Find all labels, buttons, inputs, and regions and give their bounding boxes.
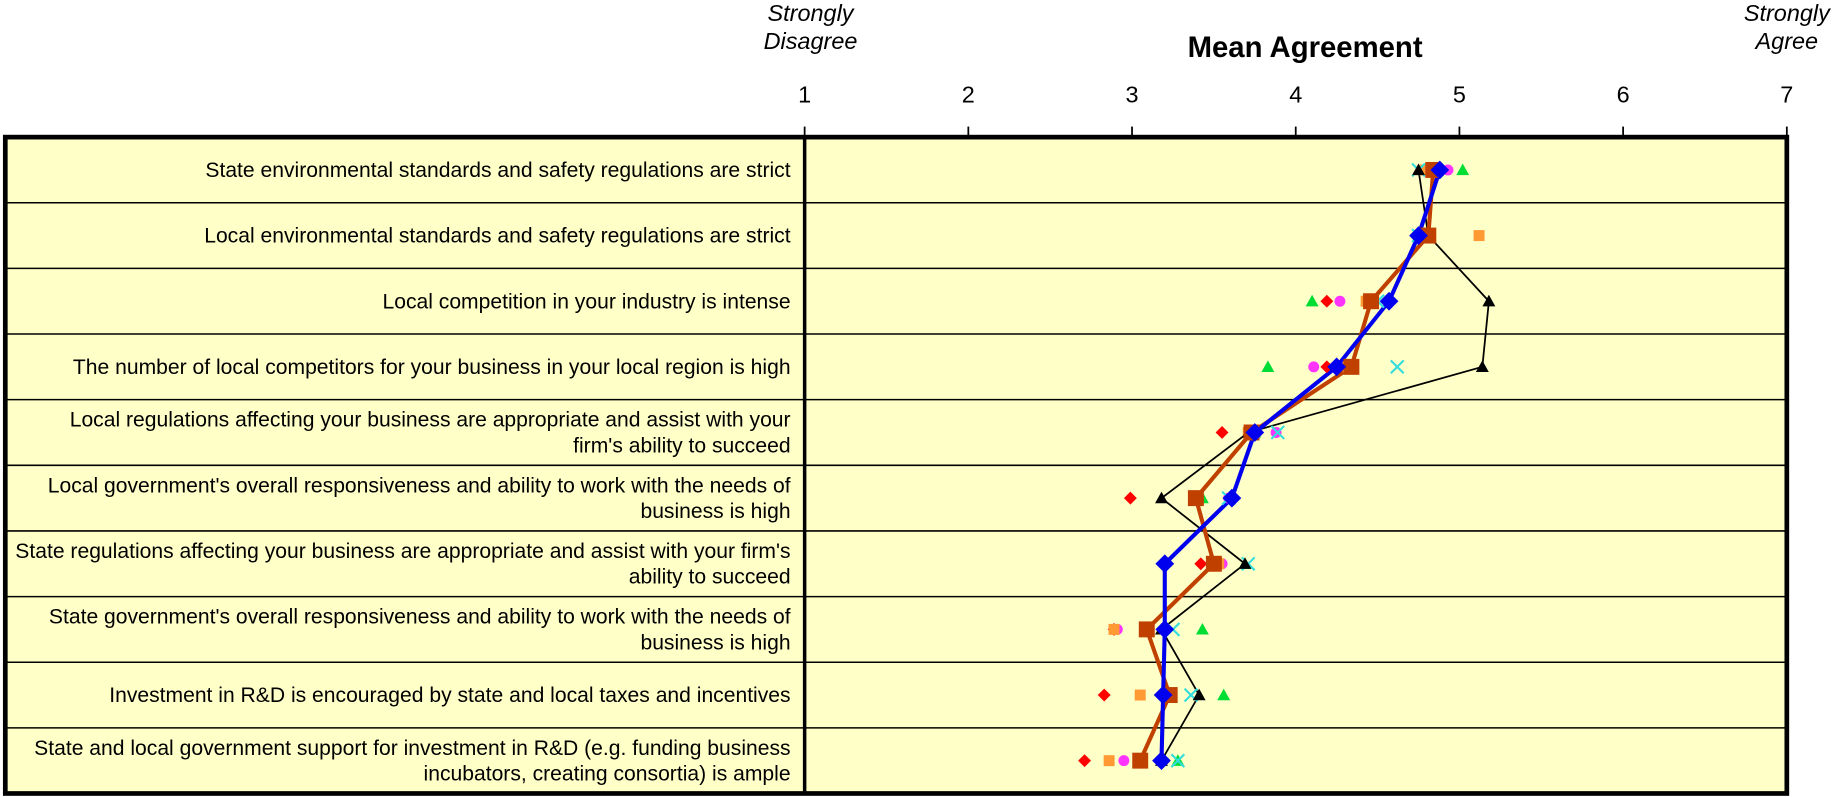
chart-title: Mean Agreement: [1188, 31, 1423, 64]
marker-diamond: [1155, 620, 1175, 639]
x-tick-label: 6: [1617, 81, 1630, 107]
category-label: Local government's overall responsivenes…: [47, 473, 791, 523]
category-text: State government's overall responsivenes…: [48, 604, 791, 655]
x-tick-label: 3: [1126, 81, 1139, 107]
x-tick-label: 7: [1780, 81, 1793, 107]
marker-circle: [1308, 361, 1320, 373]
marker-diamond: [1078, 754, 1092, 768]
marker-triangle: [1261, 360, 1275, 373]
marker-triangle: [1217, 688, 1231, 701]
marker-square: [1363, 293, 1380, 310]
x-tick-label: 4: [1289, 81, 1302, 107]
marker-triangle: [1155, 491, 1168, 504]
category-text: State environmental standards and safety…: [205, 158, 791, 182]
annotation-text: Strongly Disagree: [763, 1, 858, 56]
marker-square: [1205, 555, 1222, 572]
x-tick-label: 1: [798, 81, 811, 107]
marker-triangle: [1305, 294, 1319, 307]
category-text: Local government's overall responsivenes…: [47, 473, 791, 523]
marker-diamond: [1123, 491, 1137, 505]
marker-circle: [1334, 295, 1346, 307]
marker-diamond: [1152, 751, 1171, 771]
category-label: Investment in R&D is encouraged by state…: [109, 683, 791, 707]
marker-square: [1134, 689, 1146, 701]
marker-triangle: [1238, 557, 1252, 569]
marker-triangle: [1192, 688, 1206, 701]
category-text: Local competition in your industry is in…: [382, 289, 791, 313]
marker-diamond: [1409, 226, 1428, 245]
marker-diamond: [1327, 357, 1347, 377]
marker-x: [1170, 753, 1186, 768]
category-text: Local environmental standards and safety…: [204, 223, 791, 248]
axis-annotation: Strongly Disagree: [763, 1, 858, 56]
marker-square: [1103, 755, 1115, 767]
category-label: The number of local competitors for your…: [72, 355, 791, 379]
marker-square: [1419, 164, 1431, 176]
marker-square: [1473, 230, 1485, 242]
marker-triangle: [1412, 163, 1425, 176]
category-text: Investment in R&D is encouraged by state…: [109, 683, 791, 707]
series-line: [1138, 169, 1436, 762]
category-text: The number of local competitors for your…: [72, 355, 791, 379]
marker-circle: [1270, 427, 1282, 438]
marker-square: [1343, 358, 1360, 375]
category-text: Local regulations affecting your busines…: [69, 407, 791, 458]
axis-annotation: Strongly Agree: [1743, 1, 1830, 56]
marker-diamond: [1153, 685, 1173, 705]
marker-diamond: [1194, 557, 1208, 571]
series-line: [1160, 169, 1490, 762]
marker-diamond: [1222, 488, 1242, 508]
marker-square: [1108, 623, 1120, 635]
marker-x: [1390, 359, 1405, 375]
marker-square: [1138, 621, 1155, 638]
marker-triangle: [1456, 163, 1470, 176]
category-label: Local competition in your industry is in…: [382, 289, 791, 313]
annotation-text: Strongly Agree: [1743, 1, 1830, 56]
series-line: [1159, 169, 1442, 761]
marker-square: [1420, 227, 1437, 244]
marker-triangle: [1482, 294, 1496, 307]
category-label: State regulations affecting your busines…: [15, 539, 791, 589]
marker-diamond: [1320, 294, 1334, 308]
category-label: Local environmental standards and safety…: [204, 223, 791, 248]
marker-x: [1270, 425, 1285, 440]
category-label: State government's overall responsivenes…: [48, 604, 791, 655]
marker-triangle: [1195, 622, 1209, 635]
marker-diamond: [1379, 291, 1399, 311]
x-tick-label: 2: [962, 81, 975, 107]
category-label: Local regulations affecting your busines…: [69, 407, 791, 458]
frame: [2, 134, 1790, 796]
category-label: State environmental standards and safety…: [205, 158, 791, 182]
category-text: State regulations affecting your busines…: [15, 539, 791, 589]
category-label: State and local government support for i…: [34, 736, 791, 786]
x-tick-label: 5: [1453, 81, 1466, 107]
marker-square: [1132, 752, 1149, 769]
marker-square: [1187, 490, 1204, 507]
category-text: State and local government support for i…: [34, 736, 791, 786]
marker-circle: [1118, 755, 1130, 767]
marker-diamond: [1155, 554, 1175, 574]
marker-triangle: [1475, 360, 1489, 373]
